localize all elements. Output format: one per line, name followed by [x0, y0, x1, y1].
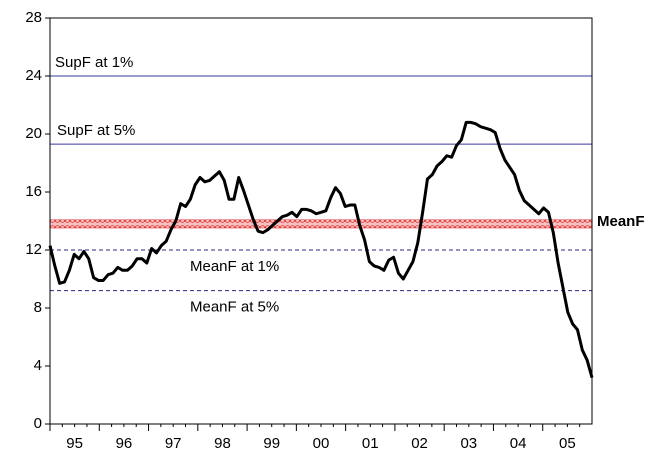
y-tick-label: 8	[34, 299, 42, 316]
reference-band	[49, 219, 593, 229]
x-tick-label: 95	[66, 435, 83, 452]
y-tick-label: 4	[34, 357, 42, 374]
y-tick-label: 28	[25, 9, 42, 26]
x-tick-label: 04	[510, 435, 527, 452]
x-tick-label: 03	[460, 435, 477, 452]
reference-label: SupF at 1%	[55, 54, 133, 71]
x-tick-label: 02	[411, 435, 428, 452]
reference-label: MeanF at 5%	[190, 299, 279, 316]
y-tick-label: 0	[34, 415, 42, 432]
x-tick-label: 96	[116, 435, 133, 452]
reference-label: MeanF at 1%	[190, 258, 279, 275]
x-tick-label: 05	[559, 435, 576, 452]
x-tick-label: 97	[165, 435, 182, 452]
x-tick-label: 00	[313, 435, 330, 452]
reference-label: SupF at 5%	[57, 122, 135, 139]
y-tick-label: 16	[25, 183, 42, 200]
y-tick-label: 12	[25, 241, 42, 258]
x-tick-label: 01	[362, 435, 379, 452]
y-tick-label: 20	[25, 125, 42, 142]
x-tick-label: 99	[263, 435, 280, 452]
plot-frame	[49, 17, 593, 425]
x-tick-label: 98	[214, 435, 231, 452]
reference-label: MeanF	[597, 213, 645, 230]
y-tick-label: 24	[25, 67, 42, 84]
data-line	[48, 120, 594, 379]
